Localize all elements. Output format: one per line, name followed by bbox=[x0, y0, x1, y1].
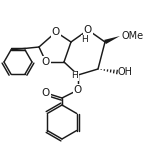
Text: OH: OH bbox=[118, 67, 133, 77]
Text: O: O bbox=[42, 88, 50, 98]
Text: O: O bbox=[52, 27, 60, 37]
Text: H̅: H̅ bbox=[72, 72, 78, 81]
Text: OMe: OMe bbox=[122, 31, 144, 41]
Text: O: O bbox=[42, 57, 50, 67]
Text: H: H bbox=[82, 36, 88, 45]
Text: O: O bbox=[74, 85, 82, 95]
Text: O: O bbox=[84, 25, 92, 35]
Polygon shape bbox=[104, 36, 120, 44]
